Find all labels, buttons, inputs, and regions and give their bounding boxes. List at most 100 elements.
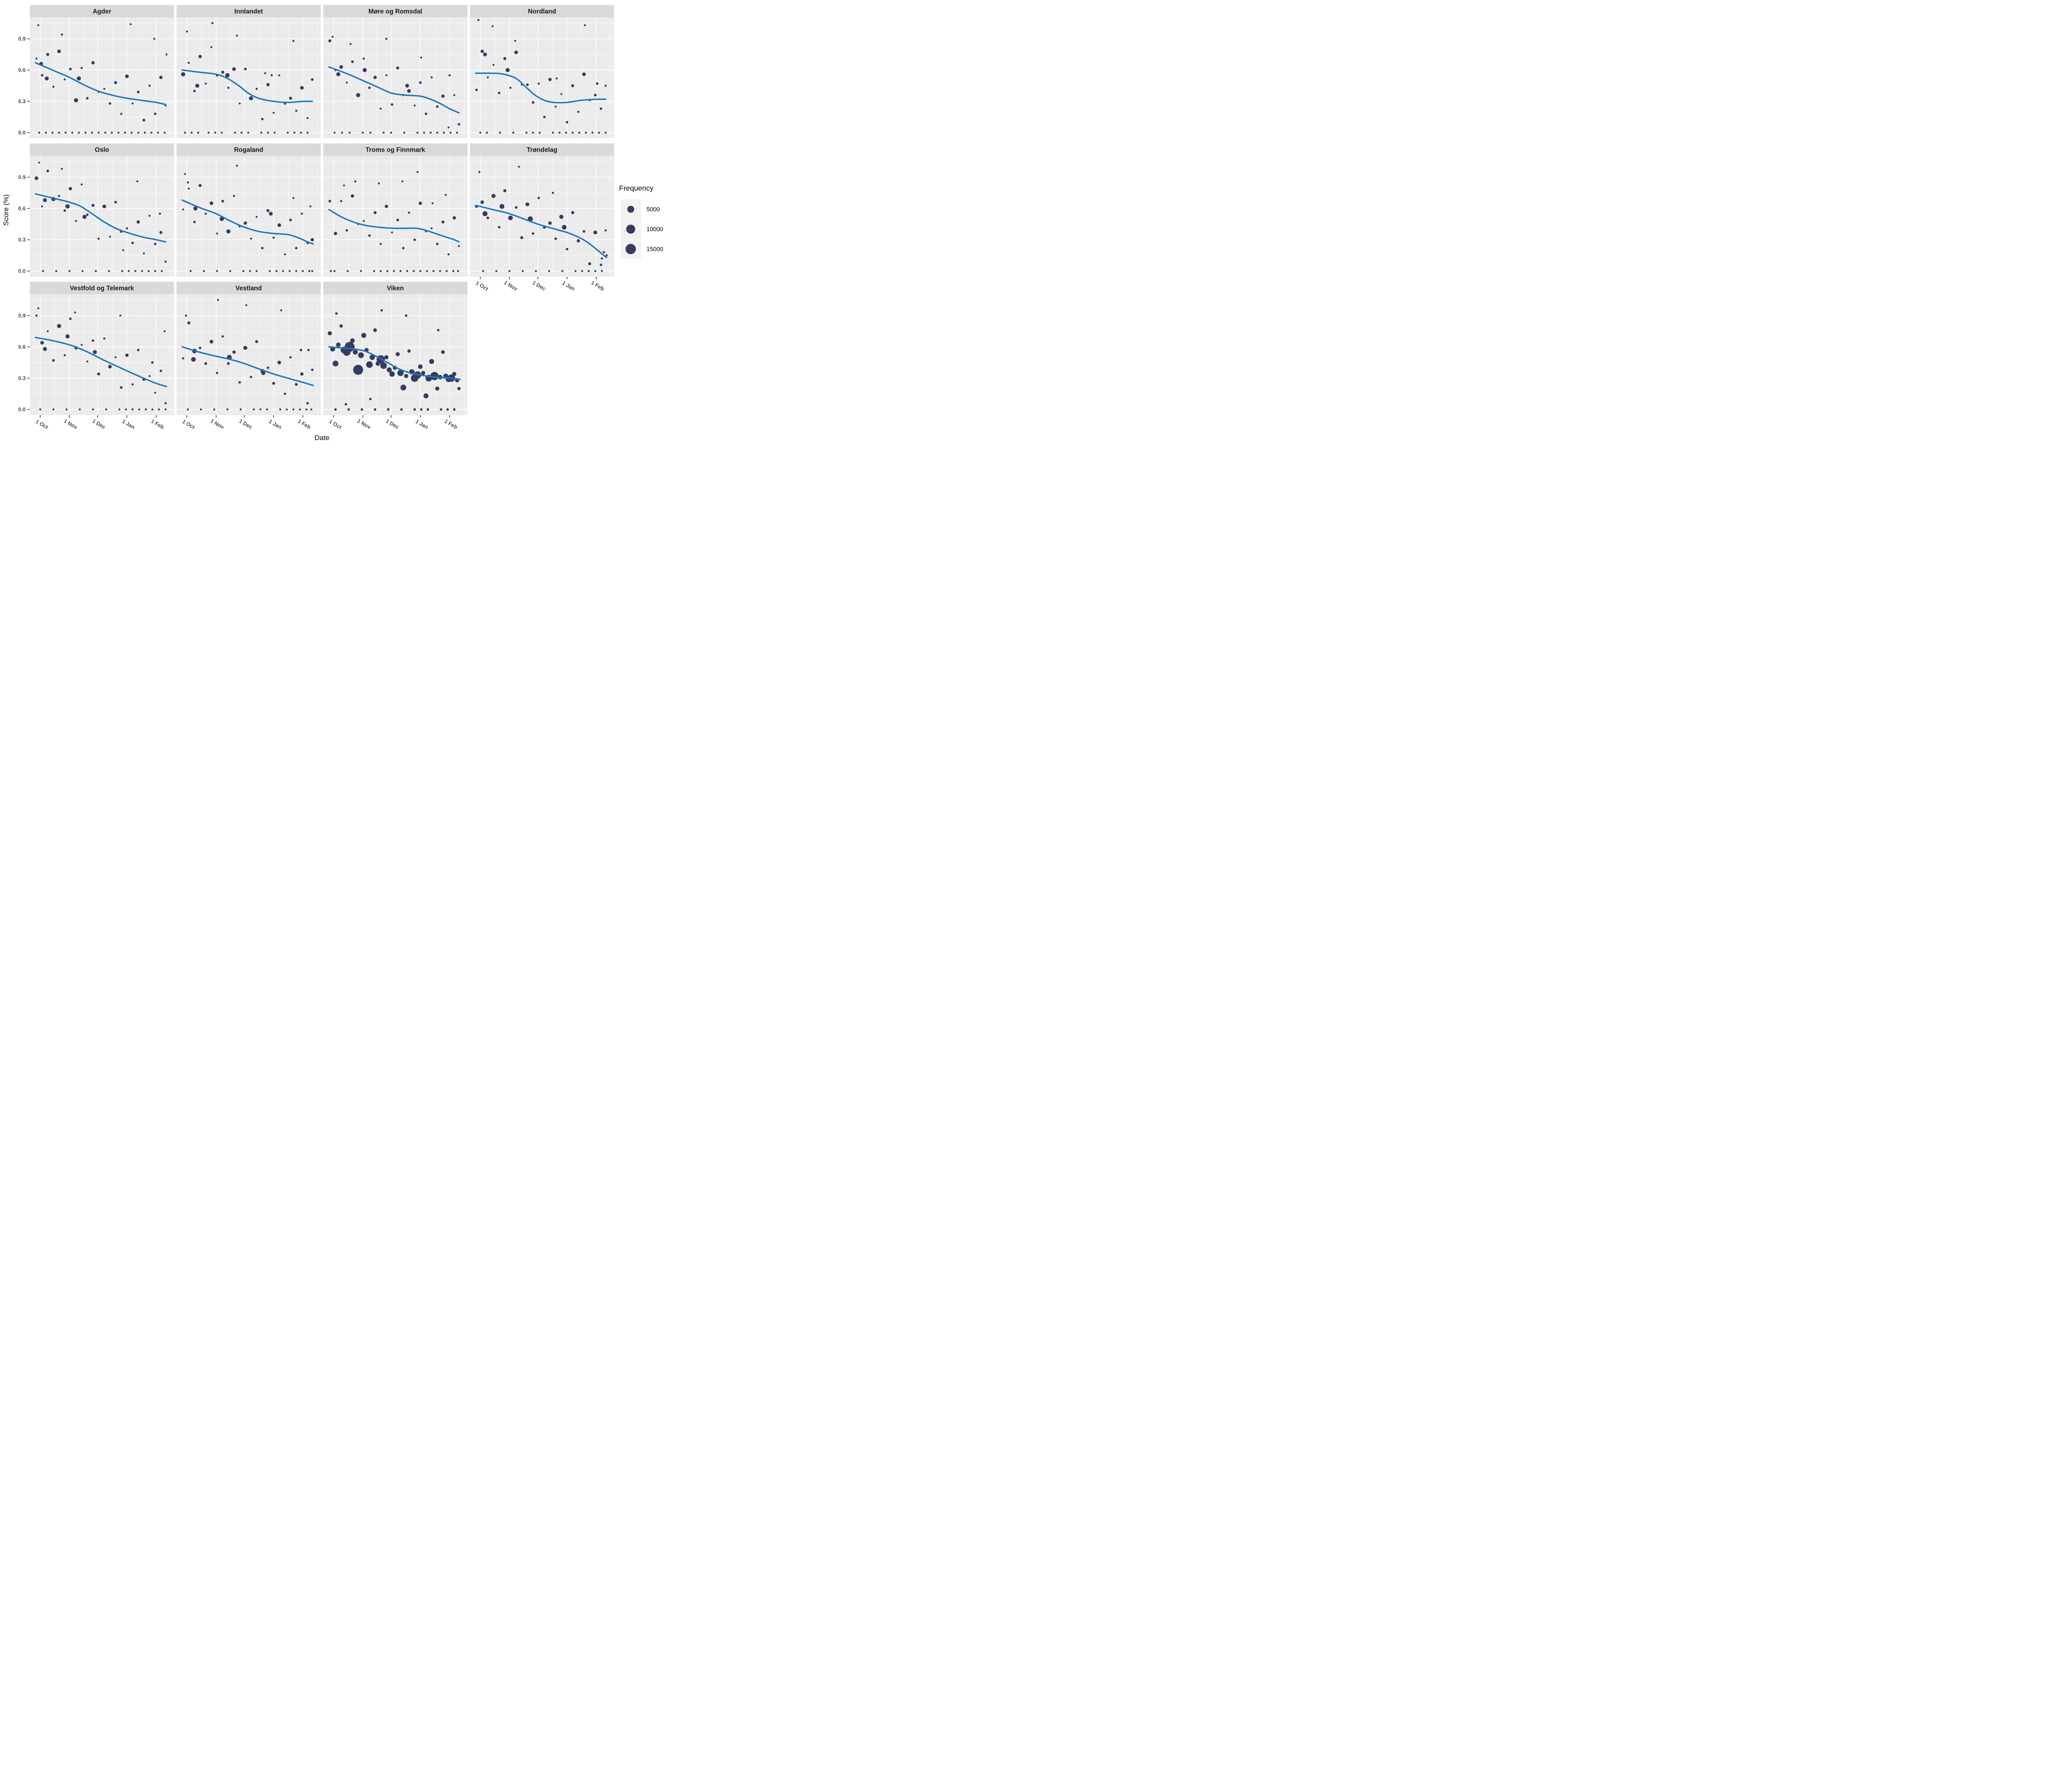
data-point	[605, 254, 608, 257]
data-point	[363, 220, 365, 222]
data-point	[57, 49, 61, 53]
data-point	[137, 131, 139, 134]
data-point	[159, 231, 162, 234]
data-point	[431, 76, 433, 79]
data-point	[393, 270, 395, 272]
axis-title-y: Score (%)	[2, 194, 10, 226]
data-point	[391, 231, 393, 234]
data-point	[413, 270, 415, 272]
data-point	[380, 107, 382, 110]
x-tick-label: 1 Feb	[297, 418, 312, 431]
data-point	[65, 131, 67, 134]
data-point	[261, 371, 266, 375]
data-point	[479, 131, 482, 134]
data-point	[395, 352, 400, 356]
data-point	[244, 221, 247, 225]
facet-strip	[323, 5, 467, 17]
facet-strip	[323, 143, 467, 156]
y-tick-label: 0.3	[18, 375, 26, 381]
legend-label: 5000	[646, 206, 660, 213]
data-point	[475, 88, 478, 91]
data-point	[211, 22, 213, 24]
data-point	[92, 339, 94, 342]
data-point	[416, 131, 419, 134]
data-point	[514, 50, 518, 54]
x-tick-label: 1 Oct	[328, 418, 343, 431]
data-point	[217, 299, 219, 301]
data-point	[82, 215, 87, 219]
data-point	[562, 225, 567, 230]
data-point	[426, 408, 429, 411]
data-point	[311, 78, 314, 81]
data-point	[154, 242, 157, 245]
panel-background	[323, 156, 467, 277]
data-point	[351, 194, 354, 198]
data-point	[238, 381, 241, 384]
data-point	[136, 180, 138, 183]
data-point	[86, 213, 89, 216]
data-point	[108, 270, 110, 272]
data-point	[396, 218, 399, 221]
data-point	[210, 46, 213, 48]
data-point	[336, 342, 341, 347]
data-point	[197, 131, 199, 134]
data-point	[151, 361, 154, 364]
data-point	[52, 85, 55, 88]
data-point	[453, 94, 455, 96]
data-point	[581, 270, 583, 272]
data-point	[594, 270, 596, 272]
data-point	[537, 196, 540, 199]
data-point	[571, 131, 574, 134]
data-point	[209, 340, 213, 343]
data-point	[148, 85, 151, 87]
data-point	[413, 238, 416, 241]
x-tick-label: 1 Nov	[63, 418, 79, 431]
data-point	[356, 93, 361, 97]
data-point	[141, 270, 143, 272]
x-tick-label: 1 Nov	[503, 279, 519, 292]
data-point	[308, 270, 311, 272]
data-point	[131, 131, 133, 134]
data-point	[220, 131, 223, 134]
data-point	[332, 36, 334, 38]
data-point	[91, 131, 93, 134]
data-point	[37, 307, 39, 310]
data-point	[480, 49, 484, 53]
data-point	[332, 360, 339, 367]
data-point	[124, 131, 126, 134]
data-point	[109, 235, 111, 238]
data-point	[65, 204, 70, 209]
data-point	[486, 131, 488, 134]
data-point	[307, 348, 310, 351]
data-point	[518, 166, 520, 168]
facet-vestland: Vestland 1 Oct 1 Nov 1 Dec 1 Jan 1 Feb	[177, 282, 321, 431]
data-point	[186, 408, 189, 411]
data-point	[329, 270, 332, 272]
data-point	[373, 328, 377, 332]
data-point	[41, 74, 44, 77]
data-point	[453, 408, 456, 411]
data-point	[389, 371, 395, 377]
data-point	[102, 204, 107, 208]
data-point	[353, 365, 363, 375]
data-point	[227, 87, 230, 89]
data-point	[284, 253, 286, 256]
data-point	[591, 131, 594, 134]
data-point	[269, 212, 273, 216]
data-point	[272, 111, 275, 114]
data-point	[399, 270, 402, 272]
data-point	[229, 270, 231, 272]
data-point	[221, 200, 224, 203]
data-point	[368, 234, 371, 237]
data-point	[125, 353, 129, 357]
data-point	[554, 237, 557, 240]
panel-background	[30, 294, 174, 415]
data-point	[390, 131, 392, 134]
data-point	[380, 243, 382, 245]
data-point	[446, 408, 449, 411]
data-point	[94, 270, 97, 272]
data-point	[277, 223, 281, 227]
data-point	[61, 33, 63, 36]
data-point	[585, 131, 587, 134]
data-point	[143, 252, 145, 254]
